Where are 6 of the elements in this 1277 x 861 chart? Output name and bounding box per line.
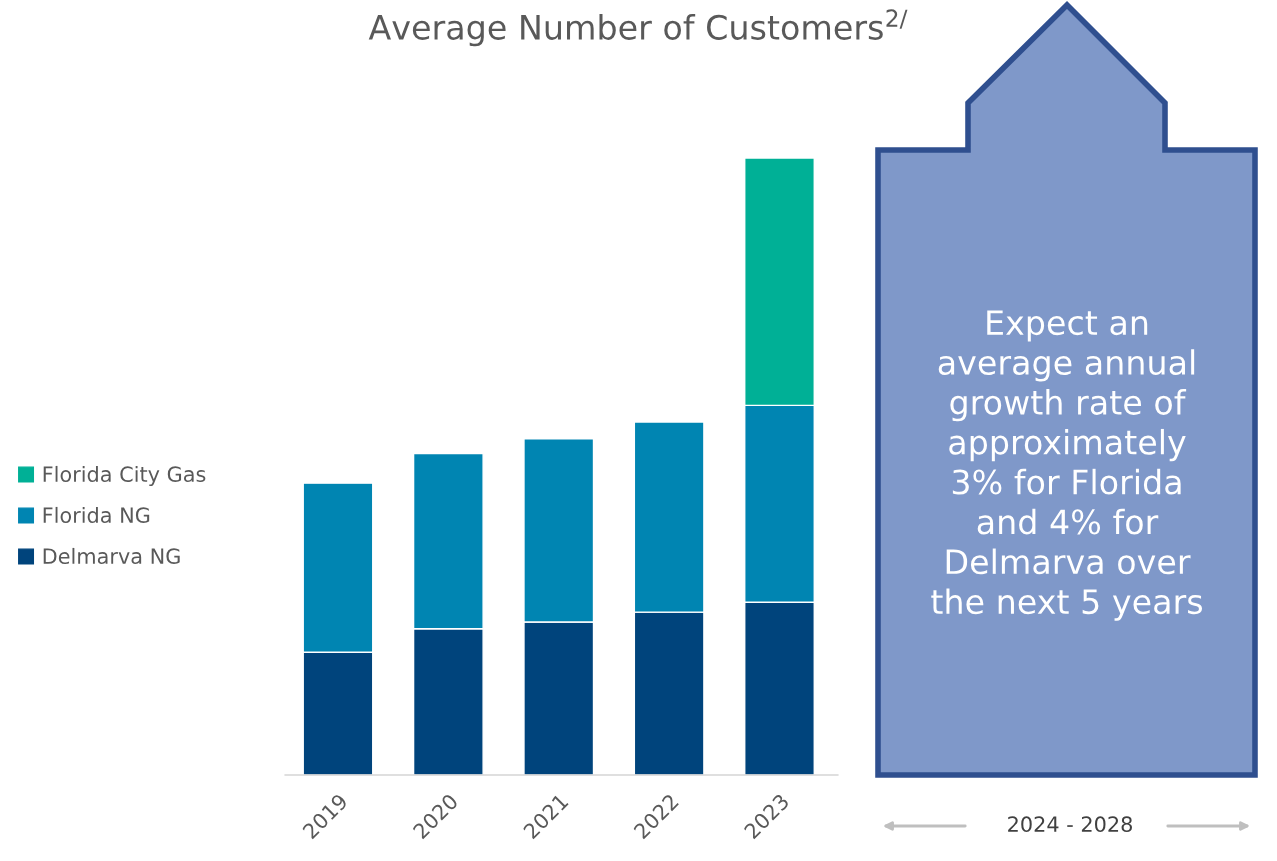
text: Expect an average annual growth rate of approximately 3% for Florida and 4% for Delmarva over the next 5 years bbox=[931, 310, 1203, 621]
text: 2024 - 2028 bbox=[1008, 816, 1132, 833]
legend-label: Delmarva NG bbox=[43, 547, 180, 565]
legend-label: Florida City Gas bbox=[43, 465, 206, 487]
legend-label: Florida NG bbox=[43, 506, 150, 524]
chart-title: Average Number of Customers$^{2/}$ bbox=[368, 9, 908, 47]
